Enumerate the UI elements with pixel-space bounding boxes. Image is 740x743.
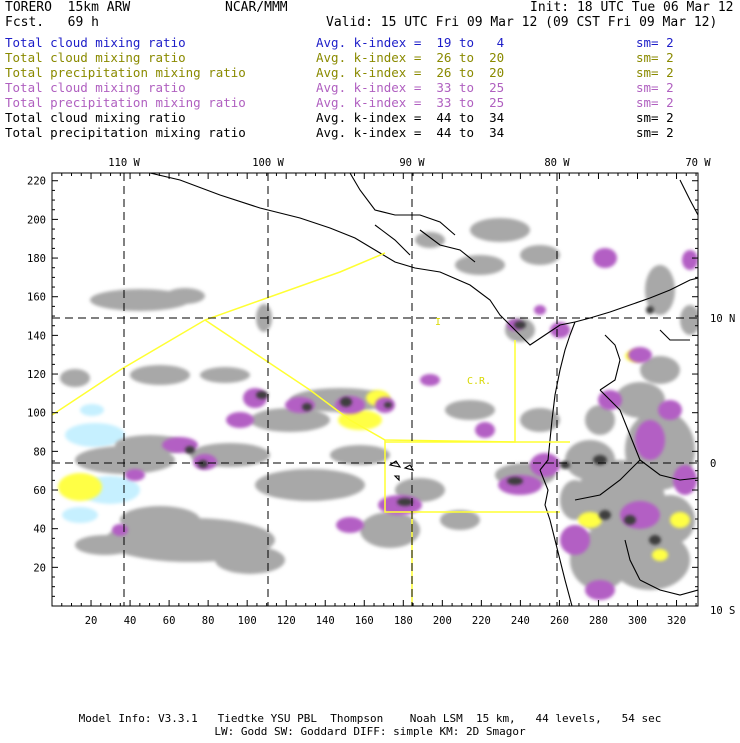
legend-kindex-6: Avg. k-index = 44 to 34 [316,125,505,140]
x-tick-label-220: 220 [472,615,491,627]
y-tick-label-120: 120 [27,369,46,381]
footer-physics-info: LW: Godd SW: Goddard DIFF: simple KM: 2D… [214,725,526,738]
legend-sm-3: sm= 2 [636,80,674,95]
x-tick-label-180: 180 [394,615,413,627]
legend-kindex-2: Avg. k-index = 26 to 20 [316,65,505,80]
yellow-borders [52,252,570,606]
legend-kindex-3: Avg. k-index = 33 to 25 [316,80,505,95]
forecast-hour: Fcst. 69 h [5,15,99,30]
legend-sm-4: sm= 2 [636,95,674,110]
legend-sm-6: sm= 2 [636,125,674,140]
legend-kindex-4: Avg. k-index = 33 to 25 [316,95,505,110]
coastlines [149,173,698,606]
legend-field-5: Total cloud mixing ratio [5,110,186,125]
legend-sm-1: sm= 2 [636,50,674,65]
x-tick-label-260: 260 [550,615,569,627]
x-tick-label-120: 120 [277,615,296,627]
x-tick-label-240: 240 [511,615,530,627]
x-tick-label-140: 140 [316,615,335,627]
x-tick-label-160: 160 [355,615,374,627]
x-tick-label-200: 200 [433,615,452,627]
lon-label-0: 110 W [108,157,140,169]
lon-label-2: 90 W [399,157,425,169]
legend-field-4: Total precipitation mixing ratio [5,95,246,110]
x-tick-label-300: 300 [628,615,647,627]
model-title: TORERO 15km ARW [5,0,131,15]
legend-field-0: Total cloud mixing ratio [5,35,186,50]
legend-field-3: Total cloud mixing ratio [5,80,186,95]
lon-label-1: 100 W [252,157,284,169]
x-tick-label-280: 280 [589,615,608,627]
purple-cloud-fields [112,248,698,600]
x-tick-label-20: 20 [85,615,98,627]
lat-label-1: 0 [710,458,716,470]
axis-ticks [51,173,698,607]
legend-sm-5: sm= 2 [636,110,674,125]
organization-label: NCAR/MMM [225,0,288,15]
axis-labels: 20 40 60 80 100 120 140 160 180 200 220 240 260 280 30… [27,157,735,627]
y-tick-label-100: 100 [27,408,46,420]
legend-field-6: Total precipitation mixing ratio [5,125,246,140]
region-marker: I [435,317,441,328]
lat-lon-grid [52,173,698,606]
y-tick-label-40: 40 [33,524,46,536]
lon-label-4: 70 W [685,157,711,169]
legend-kindex-1: Avg. k-index = 26 to 20 [316,50,505,65]
legend-kindex-5: Avg. k-index = 44 to 34 [316,110,505,125]
x-tick-label-40: 40 [124,615,137,627]
x-tick-label-60: 60 [163,615,176,627]
y-tick-label-20: 20 [33,562,46,574]
legend-sm-2: sm= 2 [636,65,674,80]
plot-frame [51,172,699,607]
lat-label-2: 10 S [710,605,735,617]
region-label-cr: C.R. [467,376,491,387]
lat-label-0: 10 N [710,313,735,325]
y-tick-label-80: 80 [33,446,46,458]
legend-field-1: Total cloud mixing ratio [5,50,186,65]
legend-kindex-0: Avg. k-index = 19 to 4 [316,35,505,50]
legend-field-2: Total precipitation mixing ratio [5,65,246,80]
x-tick-label-320: 320 [667,615,686,627]
x-tick-label-80: 80 [202,615,215,627]
x-tick-label-100: 100 [238,615,257,627]
y-tick-label-180: 180 [27,253,46,265]
lon-label-3: 80 W [544,157,570,169]
y-tick-label-160: 160 [27,292,46,304]
legend-sm-0: sm= 2 [636,35,674,50]
init-time: Init: 18 UTC Tue 06 Mar 12 [530,0,734,15]
dark-cloud-cores [185,306,661,545]
y-tick-label-140: 140 [27,330,46,342]
y-tick-label-200: 200 [27,214,46,226]
y-tick-label-60: 60 [33,485,46,497]
footer-model-info: Model Info: V3.3.1 Tiedtke YSU PBL Thomp… [78,712,662,725]
valid-time: Valid: 15 UTC Fri 09 Mar 12 (09 CST Fri … [326,15,718,30]
y-tick-label-220: 220 [27,176,46,188]
